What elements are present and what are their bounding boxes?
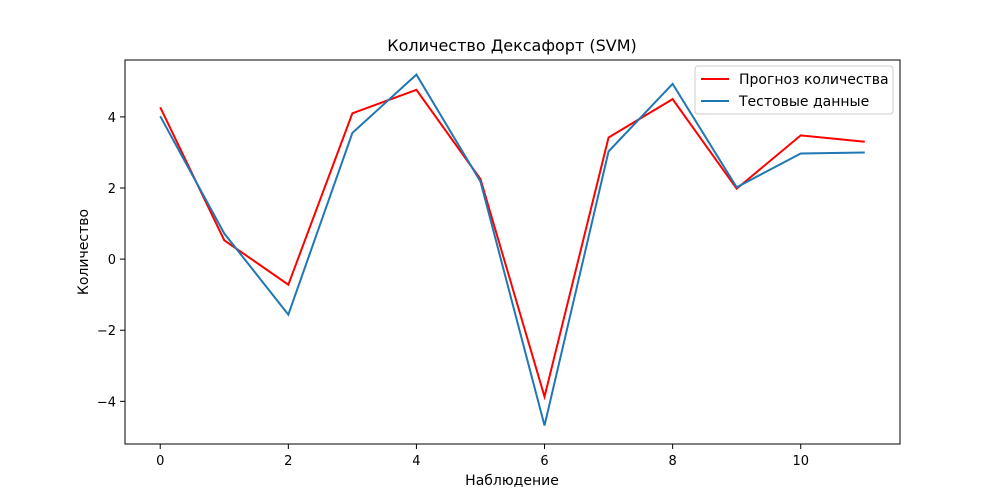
legend-label-1: Прогноз количества <box>739 72 889 88</box>
x-tick-label: 6 <box>540 454 548 469</box>
y-axis-label: Количество <box>76 209 92 295</box>
y-tick-label: 2 <box>108 182 116 197</box>
x-tick-label: 10 <box>792 454 809 469</box>
x-axis-label: Наблюдение <box>465 473 559 489</box>
x-tick-label: 2 <box>284 454 292 469</box>
x-tick-label: 4 <box>412 454 420 469</box>
y-tick-label: −4 <box>97 395 116 410</box>
series-line-2 <box>159 73 865 426</box>
legend-box <box>694 65 894 115</box>
y-tick-label: 0 <box>108 253 116 268</box>
chart-title: Количество Дексафорт (SVM) <box>387 36 637 55</box>
axes-ticks: 0 2 4 6 8 10 −4 −2 0 2 4 <box>97 111 809 469</box>
series-layer <box>159 73 865 426</box>
legend: Прогноз количества Тестовые данные <box>694 65 894 115</box>
axes-frame <box>124 59 901 445</box>
x-tick-label: 0 <box>156 454 164 469</box>
y-tick-label: 4 <box>108 111 116 126</box>
y-tick-label: −2 <box>97 324 116 339</box>
legend-label-2: Тестовые данные <box>738 94 869 110</box>
x-tick-label: 8 <box>668 454 676 469</box>
series-line-1 <box>159 88 865 401</box>
